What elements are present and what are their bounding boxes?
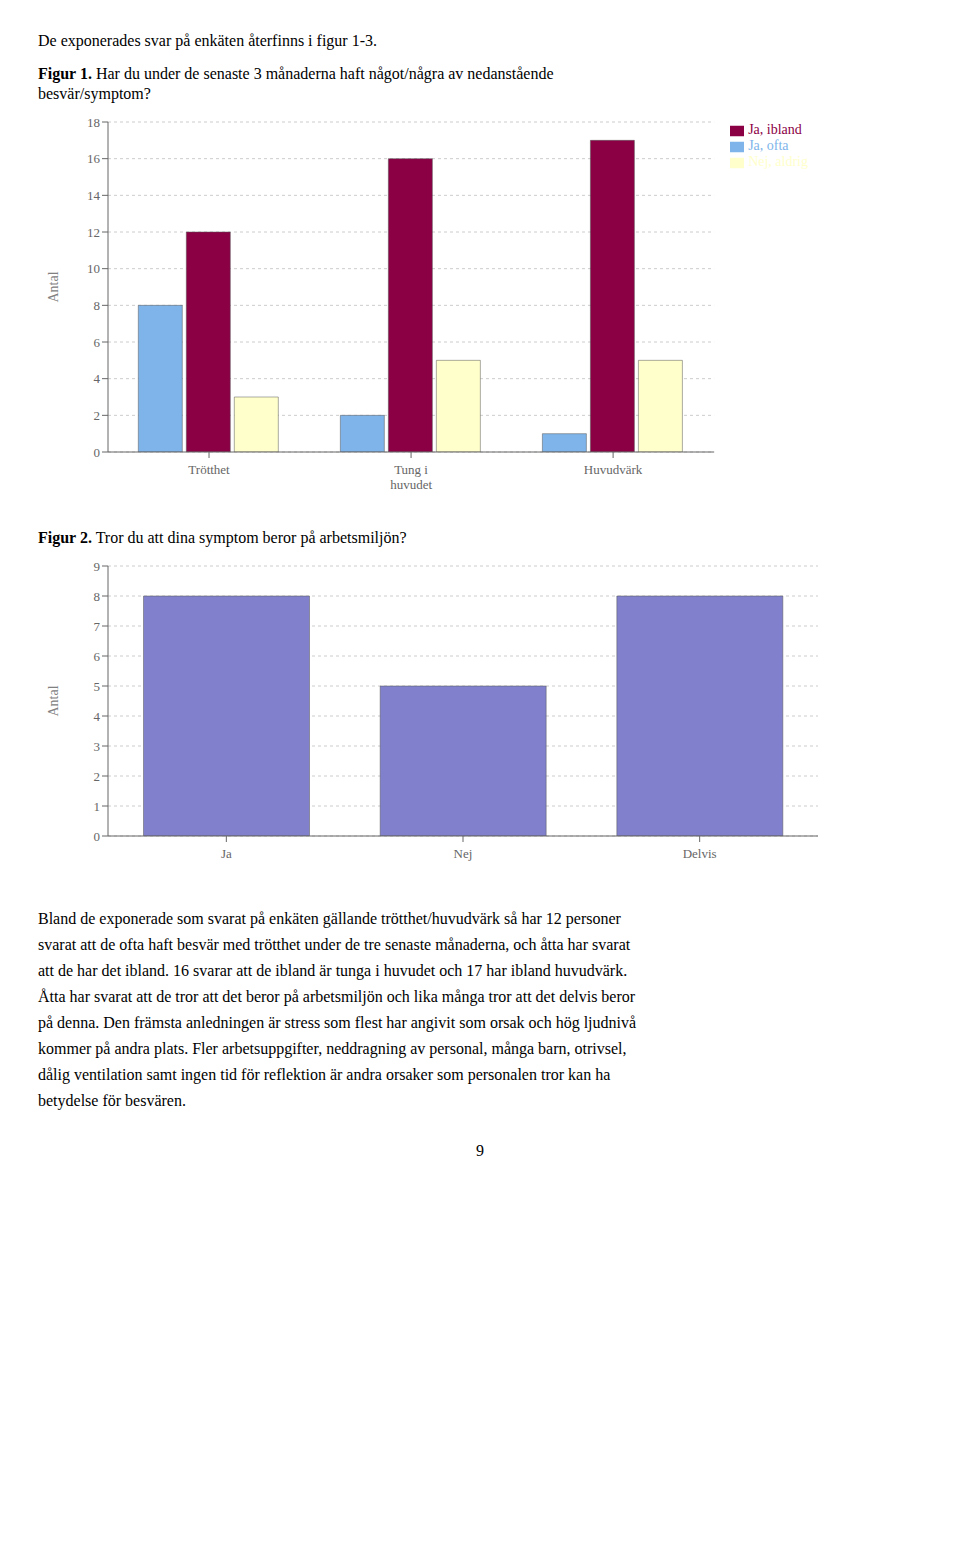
html-text:Nej, aldrig: Nej, aldrig bbox=[748, 154, 808, 169]
svg-text:0: 0 bbox=[94, 445, 101, 460]
svg-text:5: 5 bbox=[94, 679, 101, 694]
svg-text:9: 9 bbox=[94, 559, 101, 574]
svg-text:1: 1 bbox=[94, 799, 101, 814]
svg-text:Ja: Ja bbox=[221, 846, 232, 861]
svg-text:Trötthet: Trötthet bbox=[188, 462, 230, 477]
svg-text:2: 2 bbox=[94, 769, 101, 784]
svg-text:Tung ihuvudet: Tung ihuvudet bbox=[390, 462, 432, 492]
html-text:Figur 2. Tror du att dina symp: Figur 2. Tror du att dina symptom beror … bbox=[38, 529, 407, 546]
html-text:svarat att de ofta haft besvär: svarat att de ofta haft besvär med trött… bbox=[38, 936, 631, 953]
svg-text:14: 14 bbox=[87, 188, 101, 203]
html-text:Ja, ibland: Ja, ibland bbox=[748, 122, 802, 137]
svg-text:4: 4 bbox=[94, 371, 101, 386]
html-text:Figur 1. Har du under de senas: Figur 1. Har du under de senaste 3 månad… bbox=[38, 65, 554, 82]
svg-text:12: 12 bbox=[87, 225, 100, 240]
html-text:9: 9 bbox=[476, 1142, 484, 1159]
svg-text:16: 16 bbox=[87, 151, 101, 166]
html-text:dålig ventilation samt ingen t: dålig ventilation samt ingen tid för ref… bbox=[38, 1066, 611, 1083]
html-text:Åtta har svarat att de tror at: Åtta har svarat att de tror att det bero… bbox=[38, 988, 636, 1005]
html-text:att de har det ibland. 16 svar: att de har det ibland. 16 svarar att de … bbox=[38, 962, 628, 979]
svg-text:6: 6 bbox=[94, 335, 101, 350]
svg-text:3: 3 bbox=[94, 739, 101, 754]
svg-text:18: 18 bbox=[87, 115, 100, 130]
svg-text:4: 4 bbox=[94, 709, 101, 724]
html-text:De exponerades svar på enkäten: De exponerades svar på enkäten återfinns… bbox=[38, 32, 377, 49]
svg-text:7: 7 bbox=[94, 619, 101, 634]
svg-text:0: 0 bbox=[94, 829, 101, 844]
html-text:Ja, ofta: Ja, ofta bbox=[748, 138, 789, 153]
svg-text:8: 8 bbox=[94, 298, 101, 313]
svg-text:6: 6 bbox=[94, 649, 101, 664]
html-text:betydelse för besvären.: betydelse för besvären. bbox=[38, 1092, 186, 1109]
html-text:kommer på andra plats. Fler ar: kommer på andra plats. Fler arbetsuppgif… bbox=[38, 1040, 627, 1057]
svg-text:Nej: Nej bbox=[454, 846, 473, 861]
html-text:besvär/symptom?: besvär/symptom? bbox=[38, 85, 151, 102]
svg-text:Delvis: Delvis bbox=[683, 846, 717, 861]
html-text:Bland de exponerade som svarat: Bland de exponerade som svarat på enkäte… bbox=[38, 910, 621, 927]
svg-text:Antal: Antal bbox=[46, 271, 61, 302]
svg-text:8: 8 bbox=[94, 589, 101, 604]
svg-text:10: 10 bbox=[87, 261, 100, 276]
svg-text:2: 2 bbox=[94, 408, 101, 423]
svg-text:Huvudvärk: Huvudvärk bbox=[584, 462, 643, 477]
html-text:på denna. Den främsta anlednin: på denna. Den främsta anledningen är str… bbox=[38, 1014, 637, 1031]
svg-text:Antal: Antal bbox=[46, 685, 61, 716]
